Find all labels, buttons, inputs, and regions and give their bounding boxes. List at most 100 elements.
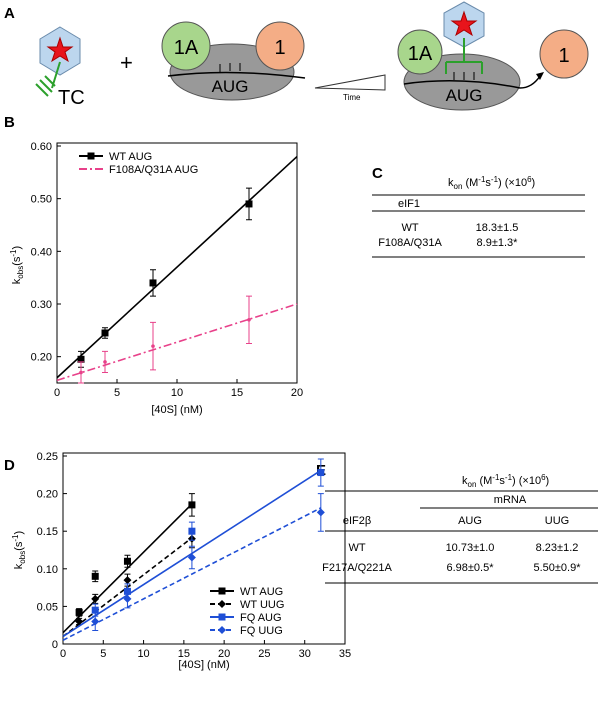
eif1a-label: 1A: [174, 37, 199, 59]
x-tick-label: 5: [114, 387, 120, 399]
table-cell: 8.23±1.2: [536, 542, 579, 554]
y-axis-label-part: obs: [18, 551, 27, 564]
legend-marker: [218, 613, 226, 621]
eif1: [255, 21, 305, 71]
time-wedge: [314, 74, 386, 91]
table-cell: UUG: [545, 515, 569, 527]
legend-marker: [218, 587, 226, 595]
x-axis-label: [40S] (nM): [178, 659, 229, 671]
eif1-label: 1: [274, 37, 285, 59]
fit-line: [56, 155, 298, 379]
legend-label: WT AUG: [109, 151, 152, 163]
marker: [151, 344, 155, 348]
table-cell: 10.73±1.0: [446, 542, 495, 554]
table-cell: 5.50±0.9*: [533, 562, 581, 574]
fit-line: [62, 503, 193, 634]
marker: [317, 469, 325, 477]
y-tick-label: 0.15: [37, 526, 58, 538]
legend-marker: [218, 600, 226, 608]
table-cell: WT: [401, 222, 418, 234]
y-tick-label: 0.50: [31, 194, 52, 206]
table-cell: eIF1: [398, 198, 420, 210]
marker: [149, 279, 157, 287]
legend-label: WT AUG: [240, 586, 283, 598]
y-tick-label: 0.10: [37, 564, 58, 576]
eif1a-label: 1A: [408, 43, 433, 65]
panel-label: B: [4, 114, 15, 131]
y-axis-label-part: obs: [16, 266, 25, 279]
trna: [445, 38, 483, 74]
y-axis-label-part: k: [13, 563, 25, 569]
table-cell: AUG: [458, 515, 482, 527]
eif1: [539, 29, 589, 79]
marker: [123, 557, 131, 565]
marker: [91, 617, 100, 626]
marker: [245, 200, 253, 208]
legend-label: FQ AUG: [240, 612, 282, 624]
x-tick-label: 15: [178, 648, 190, 660]
y-axis-label-part: -1: [9, 249, 18, 257]
y-axis-label-part: -1: [11, 534, 20, 542]
marker: [316, 508, 325, 517]
aug-label: AUG: [212, 77, 249, 96]
marker: [247, 318, 251, 322]
y-axis-label-part: (s: [13, 541, 25, 551]
marker: [123, 594, 132, 603]
y-tick-label: 0.40: [31, 246, 52, 258]
mrna: [403, 75, 541, 89]
table-cell: 18.3±1.5: [476, 222, 519, 234]
x-tick-label: 15: [231, 387, 243, 399]
legend-label: WT UUG: [240, 599, 284, 611]
marker: [75, 617, 84, 626]
y-axis-label-part: k: [11, 278, 23, 284]
trna: [35, 61, 61, 97]
y-tick-label: 0.30: [31, 299, 52, 311]
star: [450, 10, 478, 37]
table: kon (M-1s-1) (×106) mRNA eIF2β AUG UUG W…: [322, 473, 598, 584]
table-cell: WT: [348, 542, 365, 554]
marker: [187, 553, 196, 562]
table-cell: F108A/Q31A: [378, 237, 442, 249]
panel-label: C: [372, 165, 383, 182]
legend-label: FQ UUG: [240, 625, 283, 637]
table-cell: 6.98±0.5*: [446, 562, 494, 574]
codon: [219, 63, 241, 72]
marker: [75, 608, 83, 616]
y-tick-label: 0.20: [31, 352, 52, 364]
time-label: Time: [343, 93, 361, 102]
legend-label: F108A/Q31A AUG: [109, 164, 198, 176]
x-tick-label: 10: [137, 648, 149, 660]
marker: [91, 606, 99, 614]
y-axis-label-part: ): [11, 246, 23, 250]
aug-label: AUG: [446, 86, 483, 105]
arrow-head: [536, 72, 544, 80]
marker: [77, 355, 85, 363]
x-tick-label: 20: [218, 648, 230, 660]
eif1a: [161, 21, 211, 71]
panel-label: D: [4, 457, 15, 474]
x-tick-label: 20: [291, 387, 303, 399]
star: [46, 36, 74, 63]
x-tick-label: 25: [258, 648, 270, 660]
eif1a: [397, 29, 443, 75]
fit-line: [56, 303, 298, 382]
y-tick-label: 0.05: [37, 601, 58, 613]
y-axis-label-part: (s: [11, 256, 23, 266]
diagram: TC + 1A 1 AUG Time 1A AUG 1: [35, 1, 589, 111]
tc-label: TC: [58, 87, 85, 109]
y-tick-label: 0.20: [37, 489, 58, 501]
marker: [79, 370, 83, 375]
x-tick-label: 0: [60, 648, 66, 660]
table-cell: mRNA: [494, 494, 527, 506]
marker: [123, 576, 132, 585]
y-axis-label: kobs(s-1): [11, 531, 27, 569]
x-tick-label: 35: [339, 648, 351, 660]
mrna: [167, 71, 306, 79]
y-tick-label: 0: [52, 639, 58, 651]
table-header: kon (M-1s-1) (×106): [448, 175, 535, 191]
table-header: kon (M-1s-1) (×106): [462, 473, 549, 489]
y-tick-label: 0.25: [37, 451, 58, 463]
x-tick-label: 5: [100, 648, 106, 660]
x-tick-label: 10: [171, 387, 183, 399]
